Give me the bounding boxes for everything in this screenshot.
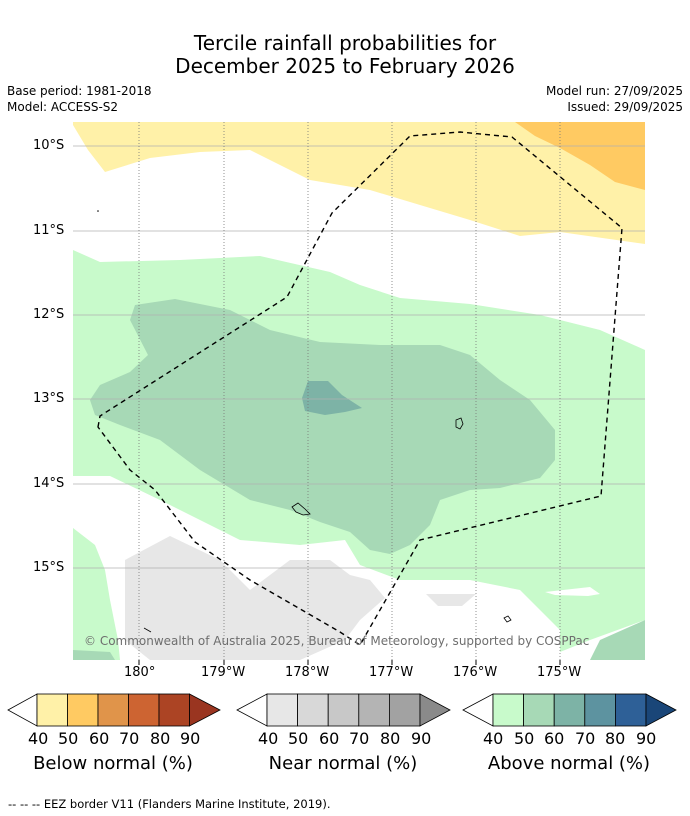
below-normal-swatch-50 <box>67 693 99 727</box>
above-normal-tick-90: 90 <box>636 729 657 748</box>
above-normal-50-sw <box>73 650 115 660</box>
below-normal-over-triangle <box>189 693 221 727</box>
lat-tick-label: 11°S <box>33 223 65 238</box>
above-normal-40-sw <box>73 528 120 660</box>
lon-tick-label: 176°W <box>453 665 498 680</box>
above-normal-swatch-60 <box>553 693 586 727</box>
above-normal-over-triangle <box>645 693 677 727</box>
near-normal-tick-80: 80 <box>380 729 401 748</box>
island-dot <box>97 210 99 212</box>
lat-tick-label: 10°S <box>33 138 65 153</box>
near-normal-tick-60: 60 <box>319 729 340 748</box>
colorbar-above-normal <box>462 693 677 727</box>
below-normal-caption: Below normal (%) <box>33 753 193 774</box>
map-title-line2: December 2025 to February 2026 <box>175 54 515 78</box>
near-normal-swatch-70 <box>358 693 390 727</box>
base-period: Base period: 1981-2018 <box>7 84 152 98</box>
colorbar-below-normal <box>7 693 221 727</box>
white-gap-east <box>545 587 600 596</box>
below-normal-tick-80: 80 <box>150 729 171 748</box>
below-normal-swatch-80 <box>158 693 190 727</box>
above-normal-swatch-40 <box>492 693 525 727</box>
above-normal-swatch-70 <box>584 693 616 727</box>
lat-tick-label: 13°S <box>33 391 65 406</box>
above-normal-50-region <box>90 299 555 554</box>
island-reef <box>143 627 152 633</box>
near-normal-swatch-60 <box>327 693 360 727</box>
lon-tick-marks <box>138 660 561 665</box>
lon-tick-label: 177°W <box>369 665 414 680</box>
above-normal-tick-40: 40 <box>483 729 504 748</box>
lon-tick-label: 179°W <box>201 665 246 680</box>
above-normal-50-se <box>590 620 645 660</box>
lat-tick-label: 14°S <box>33 476 65 491</box>
above-normal-tick-60: 60 <box>544 729 565 748</box>
lat-tick-label: 15°S <box>33 560 65 575</box>
near-normal-40-region <box>125 536 385 660</box>
issued-date: Issued: 29/09/2025 <box>567 100 683 114</box>
near-normal-over-triangle <box>419 693 451 727</box>
below-normal-swatch-60 <box>97 693 129 727</box>
map-title-line1: Tercile rainfall probabilities for <box>193 31 497 55</box>
near-normal-swatch-80 <box>388 693 421 727</box>
above-normal-tick-80: 80 <box>605 729 626 748</box>
map-panel <box>73 122 645 660</box>
above-normal-swatch-50 <box>523 693 555 727</box>
above-normal-swatch-80 <box>615 693 647 727</box>
above-normal-60-region <box>302 381 362 415</box>
lon-tick-label: 175°W <box>537 665 582 680</box>
lon-tick-label: 180° <box>124 665 156 680</box>
model-name: Model: ACCESS-S2 <box>7 100 119 114</box>
below-normal-40-region <box>73 122 645 244</box>
below-normal-swatch-40 <box>36 693 68 727</box>
near-normal-tick-70: 70 <box>349 729 370 748</box>
above-normal-caption: Above normal (%) <box>487 753 651 774</box>
footnote-eez-source: -- -- -- EEZ border V11 (Flanders Marine… <box>8 797 331 811</box>
below-normal-under-triangle <box>7 693 38 727</box>
near-normal-tick-50: 50 <box>288 729 309 748</box>
near-normal-tick-90: 90 <box>411 729 432 748</box>
above-normal-tick-70: 70 <box>575 729 596 748</box>
lon-tick-label: 178°W <box>285 665 330 680</box>
above-normal-under-triangle <box>462 693 494 727</box>
below-normal-tick-50: 50 <box>58 729 79 748</box>
colorbar-near-normal <box>236 693 451 727</box>
below-normal-tick-90: 90 <box>180 729 201 748</box>
near-normal-caption: Near normal (%) <box>268 753 418 774</box>
below-normal-50-region <box>515 122 645 190</box>
near-normal-tick-40: 40 <box>258 729 279 748</box>
below-normal-swatch-70 <box>128 693 160 727</box>
lat-gridlines <box>73 145 645 569</box>
island-wallis <box>455 417 464 430</box>
below-normal-tick-40: 40 <box>28 729 49 748</box>
above-normal-tick-50: 50 <box>514 729 535 748</box>
below-normal-tick-70: 70 <box>119 729 140 748</box>
near-normal-swatch-40 <box>266 693 299 727</box>
near-normal-40-small <box>426 594 476 606</box>
island-small <box>503 615 512 623</box>
near-normal-swatch-50 <box>297 693 329 727</box>
model-run: Model run: 27/09/2025 <box>545 84 683 98</box>
lat-tick-label: 12°S <box>33 307 65 322</box>
near-normal-under-triangle <box>236 693 268 727</box>
island-futuna <box>291 502 311 516</box>
below-normal-tick-60: 60 <box>89 729 110 748</box>
copyright-note: © Commonwealth of Australia 2025, Bureau… <box>84 634 590 648</box>
